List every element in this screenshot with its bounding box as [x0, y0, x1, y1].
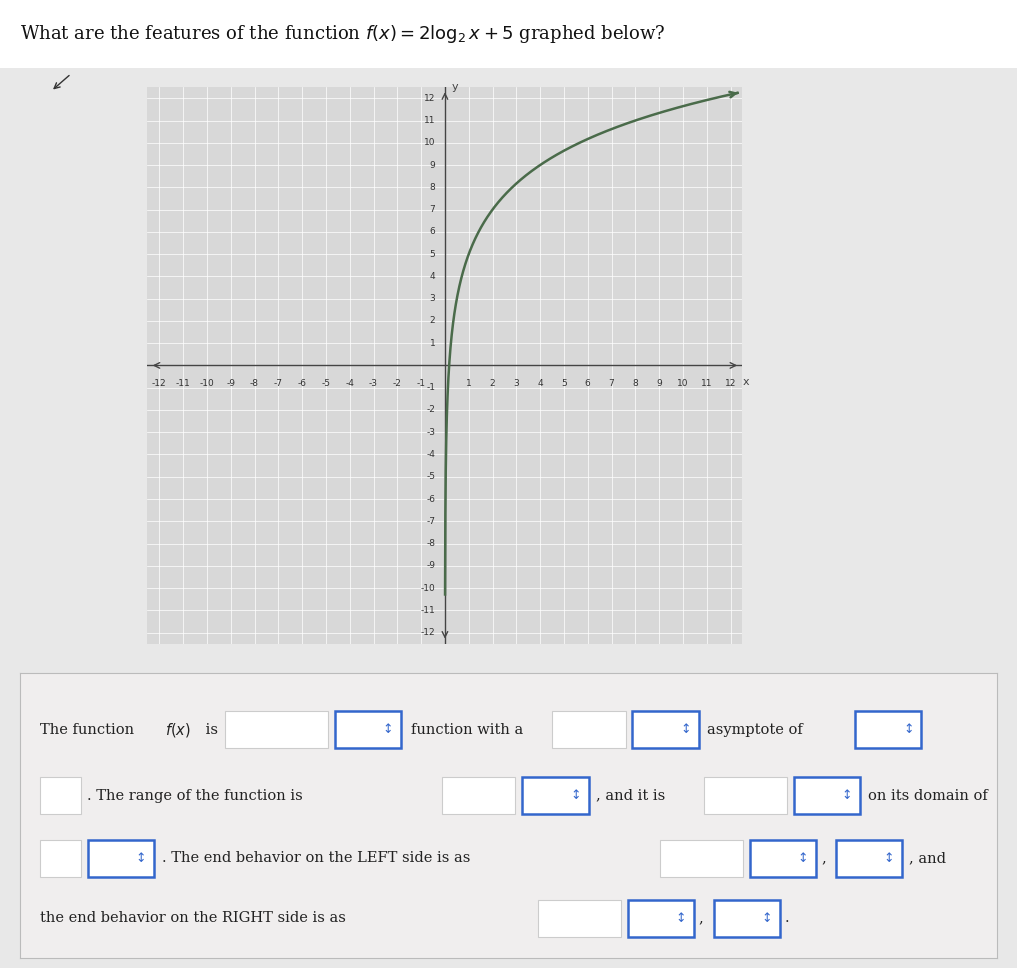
Text: The function: The function — [40, 723, 138, 737]
FancyBboxPatch shape — [704, 777, 787, 814]
FancyBboxPatch shape — [793, 777, 860, 814]
Text: 11: 11 — [424, 116, 435, 125]
Text: ↕: ↕ — [571, 789, 581, 802]
Text: 5: 5 — [429, 250, 435, 258]
Text: -12: -12 — [421, 628, 435, 637]
Text: 9: 9 — [656, 378, 662, 388]
Text: 6: 6 — [429, 227, 435, 236]
Text: ↕: ↕ — [884, 852, 894, 864]
FancyBboxPatch shape — [552, 711, 625, 748]
Text: 7: 7 — [429, 205, 435, 214]
Text: -1: -1 — [417, 378, 426, 388]
Text: -11: -11 — [176, 378, 190, 388]
Text: -7: -7 — [274, 378, 283, 388]
Text: -10: -10 — [199, 378, 215, 388]
FancyBboxPatch shape — [750, 840, 816, 877]
Text: , and it is: , and it is — [596, 789, 665, 802]
Text: 8: 8 — [429, 183, 435, 192]
Text: ↕: ↕ — [382, 723, 394, 737]
Text: is: is — [201, 723, 218, 737]
FancyBboxPatch shape — [522, 777, 589, 814]
Text: , and: , and — [909, 852, 946, 865]
Text: -1: -1 — [426, 383, 435, 392]
FancyBboxPatch shape — [40, 777, 81, 814]
Text: 9: 9 — [429, 161, 435, 169]
Text: 3: 3 — [429, 294, 435, 303]
Text: the end behavior on the RIGHT side is as: the end behavior on the RIGHT side is as — [40, 911, 346, 925]
Text: ↕: ↕ — [680, 723, 692, 737]
Text: -11: -11 — [421, 606, 435, 615]
Text: -4: -4 — [346, 378, 354, 388]
Text: 11: 11 — [701, 378, 713, 388]
FancyBboxPatch shape — [538, 900, 620, 937]
Text: 2: 2 — [430, 317, 435, 325]
FancyBboxPatch shape — [627, 900, 694, 937]
Text: $f(x)$: $f(x)$ — [165, 721, 191, 739]
Text: 1: 1 — [429, 339, 435, 348]
FancyBboxPatch shape — [87, 840, 155, 877]
Text: -4: -4 — [426, 450, 435, 459]
Text: -8: -8 — [426, 539, 435, 548]
Text: asymptote of: asymptote of — [707, 723, 802, 737]
Text: 4: 4 — [430, 272, 435, 281]
Text: ↕: ↕ — [797, 852, 809, 864]
Text: ,: , — [699, 911, 704, 925]
Text: 2: 2 — [490, 378, 495, 388]
FancyBboxPatch shape — [442, 777, 516, 814]
Text: ↕: ↕ — [762, 912, 772, 924]
Text: -5: -5 — [426, 472, 435, 481]
Text: y: y — [453, 81, 459, 92]
Text: -8: -8 — [250, 378, 259, 388]
FancyBboxPatch shape — [633, 711, 699, 748]
Text: -10: -10 — [421, 584, 435, 592]
FancyBboxPatch shape — [335, 711, 401, 748]
Text: 1: 1 — [466, 378, 472, 388]
Text: -2: -2 — [393, 378, 402, 388]
FancyBboxPatch shape — [714, 900, 780, 937]
Text: -3: -3 — [369, 378, 378, 388]
Text: -9: -9 — [426, 561, 435, 570]
Text: ↕: ↕ — [842, 789, 852, 802]
Text: -2: -2 — [426, 406, 435, 414]
FancyBboxPatch shape — [40, 840, 81, 877]
Text: .: . — [785, 911, 789, 925]
Text: 8: 8 — [633, 378, 639, 388]
Text: -3: -3 — [426, 428, 435, 437]
Text: -5: -5 — [321, 378, 331, 388]
Text: x: x — [742, 377, 750, 386]
Text: ↕: ↕ — [136, 852, 146, 864]
FancyBboxPatch shape — [660, 840, 742, 877]
Text: 12: 12 — [725, 378, 736, 388]
Text: on its domain of: on its domain of — [868, 789, 988, 802]
FancyBboxPatch shape — [855, 711, 921, 748]
Text: ,: , — [821, 852, 826, 865]
Text: ↕: ↕ — [675, 912, 686, 924]
Text: What are the features of the function $f(x) = 2\log_2 x + 5$ graphed below?: What are the features of the function $f… — [20, 23, 666, 45]
Text: ↕: ↕ — [903, 723, 913, 737]
Text: 4: 4 — [537, 378, 543, 388]
Text: 10: 10 — [677, 378, 689, 388]
Text: function with a: function with a — [411, 723, 523, 737]
Text: -12: -12 — [153, 378, 167, 388]
Text: 6: 6 — [585, 378, 591, 388]
Text: 3: 3 — [514, 378, 520, 388]
Text: . The range of the function is: . The range of the function is — [86, 789, 302, 802]
Text: . The end behavior on the LEFT side is as: . The end behavior on the LEFT side is a… — [162, 852, 470, 865]
Text: 5: 5 — [561, 378, 566, 388]
Text: 7: 7 — [608, 378, 614, 388]
Text: -6: -6 — [298, 378, 307, 388]
Text: 10: 10 — [424, 138, 435, 147]
FancyBboxPatch shape — [226, 711, 327, 748]
FancyBboxPatch shape — [836, 840, 902, 877]
Text: -9: -9 — [226, 378, 235, 388]
Text: -6: -6 — [426, 495, 435, 503]
Text: 12: 12 — [424, 94, 435, 103]
Text: -7: -7 — [426, 517, 435, 526]
